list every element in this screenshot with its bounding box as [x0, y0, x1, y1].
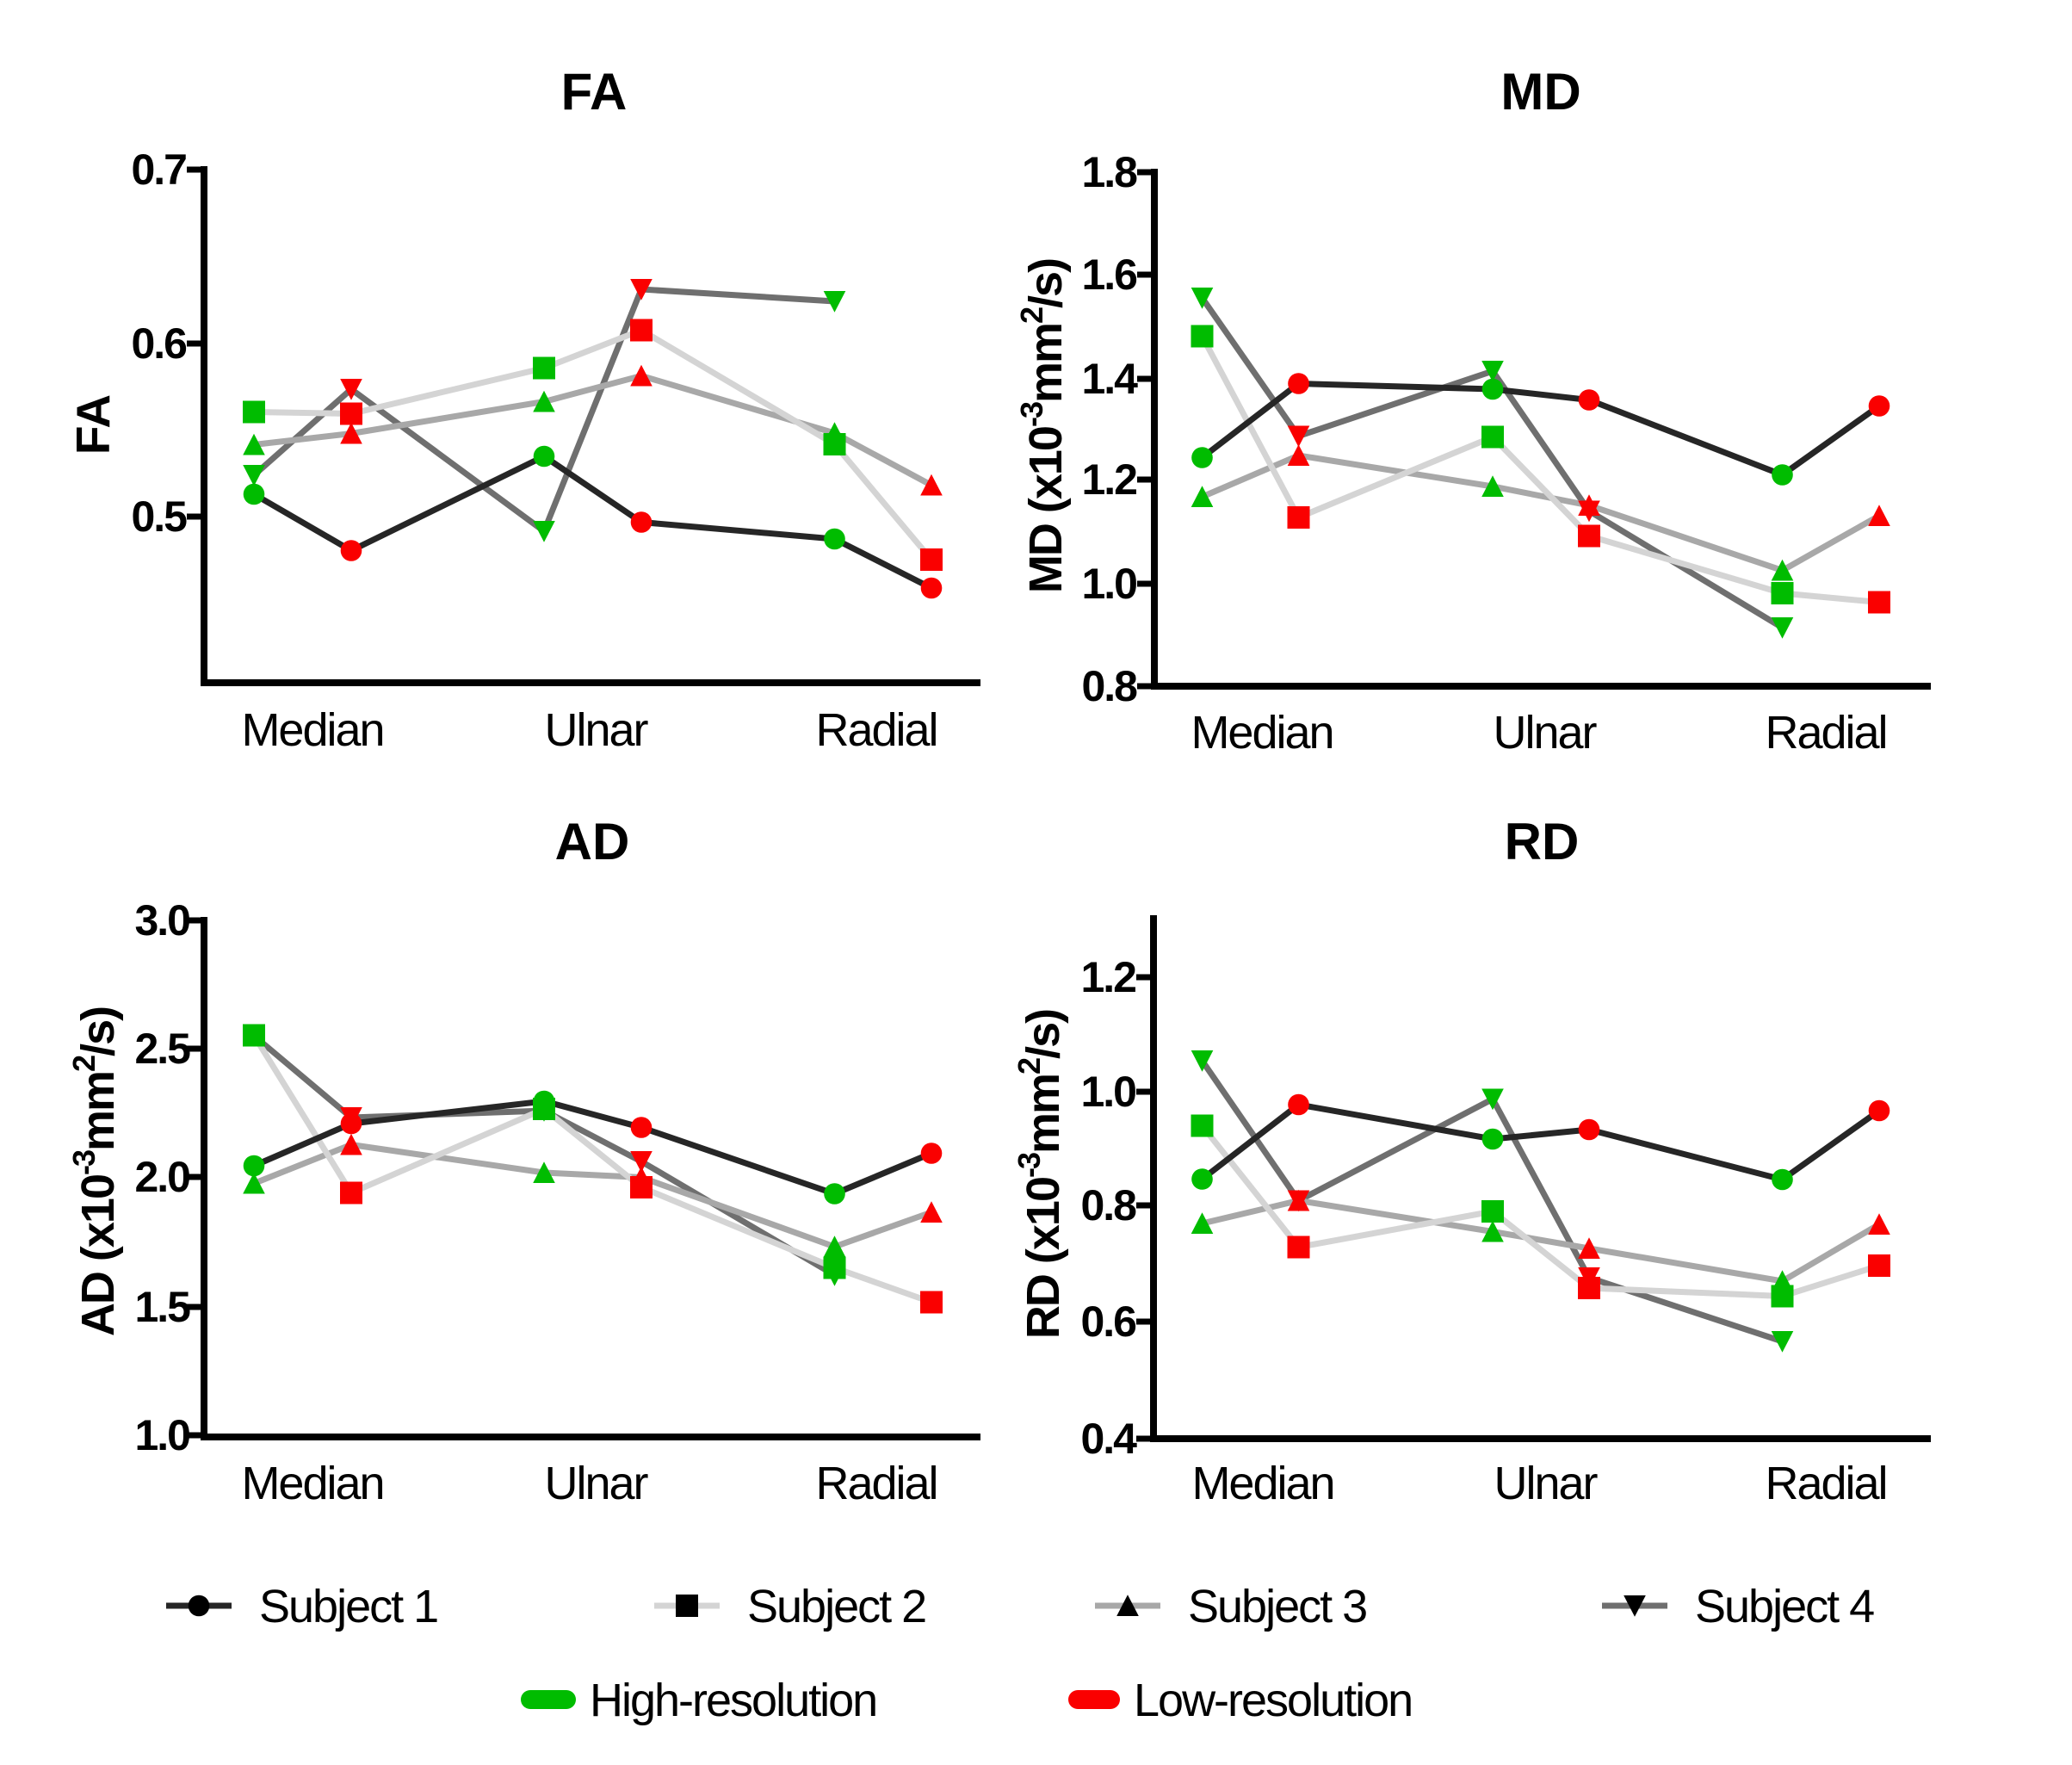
svg-text:1.0: 1.0	[1081, 560, 1136, 608]
svg-text:Median: Median	[241, 1458, 383, 1509]
svg-text:0.5: 0.5	[131, 492, 187, 541]
svg-text:FA: FA	[561, 63, 628, 121]
svg-text:FA: FA	[66, 394, 120, 455]
svg-text:1.0: 1.0	[134, 1411, 189, 1459]
svg-text:Low-resolution: Low-resolution	[1134, 1675, 1412, 1726]
svg-text:Median: Median	[1191, 1458, 1333, 1509]
svg-text:0.8: 0.8	[1081, 662, 1137, 710]
svg-text:Subject 4: Subject 4	[1695, 1581, 1874, 1632]
svg-text:MD: MD	[1500, 63, 1580, 121]
svg-text:2.0: 2.0	[134, 1153, 189, 1201]
svg-text:Ulnar: Ulnar	[1494, 1458, 1598, 1509]
svg-text:AD: AD	[555, 813, 630, 870]
svg-text:Ulnar: Ulnar	[1493, 707, 1597, 759]
svg-text:Median: Median	[1191, 707, 1333, 759]
svg-text:0.7: 0.7	[131, 146, 186, 194]
svg-text:1.4: 1.4	[1081, 355, 1138, 403]
svg-text:Radial: Radial	[815, 704, 937, 756]
svg-text:0.4: 0.4	[1080, 1415, 1137, 1463]
svg-text:0.6: 0.6	[1080, 1297, 1135, 1346]
svg-text:1.6: 1.6	[1081, 251, 1136, 299]
svg-text:Ulnar: Ulnar	[544, 1458, 648, 1509]
svg-text:RD: RD	[1505, 813, 1580, 870]
svg-text:1.0: 1.0	[1080, 1068, 1135, 1116]
svg-text:Subject 2: Subject 2	[747, 1581, 925, 1632]
svg-text:Subject 3: Subject 3	[1188, 1581, 1366, 1632]
svg-text:1.2: 1.2	[1080, 953, 1135, 1001]
svg-text:2.5: 2.5	[134, 1025, 190, 1073]
svg-text:1.8: 1.8	[1081, 148, 1137, 196]
svg-text:High-resolution: High-resolution	[590, 1675, 876, 1726]
svg-text:Radial: Radial	[1765, 707, 1886, 759]
svg-text:Subject 1: Subject 1	[259, 1581, 437, 1632]
svg-text:0.8: 0.8	[1080, 1181, 1136, 1229]
svg-text:0.6: 0.6	[131, 319, 186, 368]
svg-text:Radial: Radial	[1765, 1458, 1886, 1509]
svg-text:Median: Median	[241, 704, 383, 756]
svg-text:Radial: Radial	[815, 1458, 937, 1509]
svg-text:1.2: 1.2	[1081, 455, 1136, 504]
svg-text:3.0: 3.0	[134, 896, 189, 944]
svg-text:1.5: 1.5	[134, 1283, 190, 1331]
svg-text:Ulnar: Ulnar	[544, 704, 648, 756]
